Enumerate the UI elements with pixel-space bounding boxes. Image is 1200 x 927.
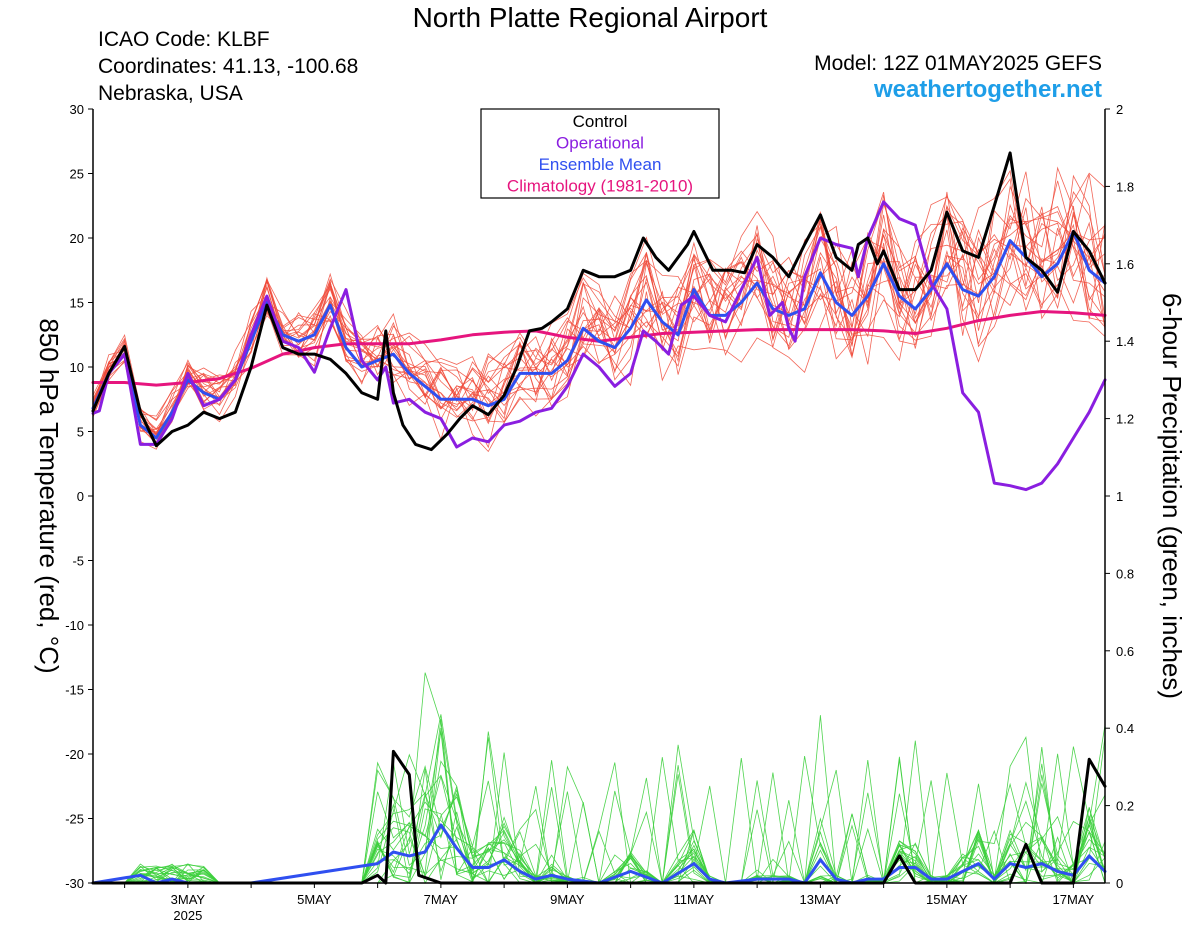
precipitation-member-line — [93, 757, 1106, 885]
x-tick-label: 3MAY — [171, 892, 206, 907]
region: Nebraska, USA — [98, 82, 243, 105]
right-tick-label: 2 — [1116, 102, 1123, 117]
main-series — [91, 151, 1107, 885]
x-tick-sublabel: 2025 — [173, 908, 202, 923]
left-tick-label: -20 — [65, 747, 84, 762]
precipitation-member-line — [93, 718, 1106, 884]
left-tick-label: 15 — [70, 296, 84, 311]
model-run: Model: 12Z 01MAY2025 GEFS — [814, 52, 1102, 75]
left-tick-label: 5 — [77, 425, 84, 440]
legend-entry: Control — [573, 112, 628, 131]
left-tick-label: -30 — [65, 876, 84, 891]
legend-box — [480, 108, 720, 199]
x-tick-label: 7MAY — [424, 892, 459, 907]
coordinates: Coordinates: 41.13, -100.68 — [98, 55, 359, 78]
x-tick-label: 5MAY — [297, 892, 332, 907]
left-tick-label: 20 — [70, 231, 84, 246]
precipitation-member-line — [93, 672, 1106, 884]
left-tick-label: -5 — [72, 554, 84, 569]
temperature-member-line — [92, 185, 1106, 443]
precipitation-member-line — [93, 744, 1106, 884]
left-axis-label: 850 hPa Temperature (red, °C) — [34, 318, 64, 673]
precipitation-member-line — [93, 752, 1106, 885]
left-tick-label: 0 — [77, 489, 84, 504]
x-tick-label: 9MAY — [550, 892, 585, 907]
right-tick-label: 0.4 — [1116, 721, 1134, 736]
right-tick-label: 0 — [1116, 876, 1123, 891]
temperature-mean-line — [91, 230, 1107, 440]
precipitation-member-line — [93, 756, 1106, 884]
precipitation-control-line — [91, 749, 1107, 885]
left-tick-label: 10 — [70, 360, 84, 375]
chart-title: North Platte Regional Airport — [412, 2, 768, 33]
legend-entry: Ensemble Mean — [539, 155, 662, 174]
precipitation-member-line — [93, 762, 1106, 884]
icao-code: ICAO Code: KLBF — [98, 28, 270, 51]
left-tick-label: -25 — [65, 812, 84, 827]
precipitation-member-line — [93, 786, 1106, 884]
right-tick-label: 1 — [1116, 489, 1123, 504]
right-tick-label: 1.6 — [1116, 257, 1134, 272]
axes: 302520151050-5-10-15-20-25-3021.81.61.41… — [34, 102, 1187, 923]
temperature-control-line — [91, 151, 1107, 452]
precipitation-member-line — [93, 714, 1106, 884]
x-tick-label: 15MAY — [926, 892, 968, 907]
left-tick-label: -10 — [65, 618, 84, 633]
precipitation-member-line — [93, 753, 1106, 884]
right-tick-label: 0.6 — [1116, 644, 1134, 659]
site-link[interactable]: weathertogether.net — [873, 76, 1102, 103]
legend-entry: Operational — [556, 134, 644, 153]
x-tick-label: 11MAY — [674, 892, 715, 907]
precipitation-member-line — [93, 756, 1106, 885]
right-tick-label: 1.2 — [1116, 412, 1134, 427]
left-tick-label: -15 — [65, 683, 84, 698]
right-axis-label: 6-hour Precipitation (green, inches) — [1157, 293, 1187, 699]
left-tick-label: 25 — [70, 167, 84, 182]
temperature-operational-line — [91, 200, 1107, 492]
right-tick-label: 0.8 — [1116, 566, 1134, 581]
precipitation-member-line — [93, 768, 1106, 884]
right-tick-label: 0.2 — [1116, 799, 1134, 814]
legend: Control Operational Ensemble Mean Climatolo… — [480, 108, 720, 199]
precipitation-mean-line — [91, 823, 1107, 885]
right-tick-label: 1.4 — [1116, 334, 1134, 349]
left-tick-label: 30 — [70, 102, 84, 117]
x-tick-label: 13MAY — [800, 892, 842, 907]
precipitation-member-line — [93, 725, 1106, 884]
precipitation-member-line — [93, 760, 1106, 885]
legend-entry: Climatology (1981-2010) — [507, 177, 693, 196]
right-tick-label: 1.8 — [1116, 179, 1134, 194]
x-tick-label: 17MAY — [1053, 892, 1095, 907]
